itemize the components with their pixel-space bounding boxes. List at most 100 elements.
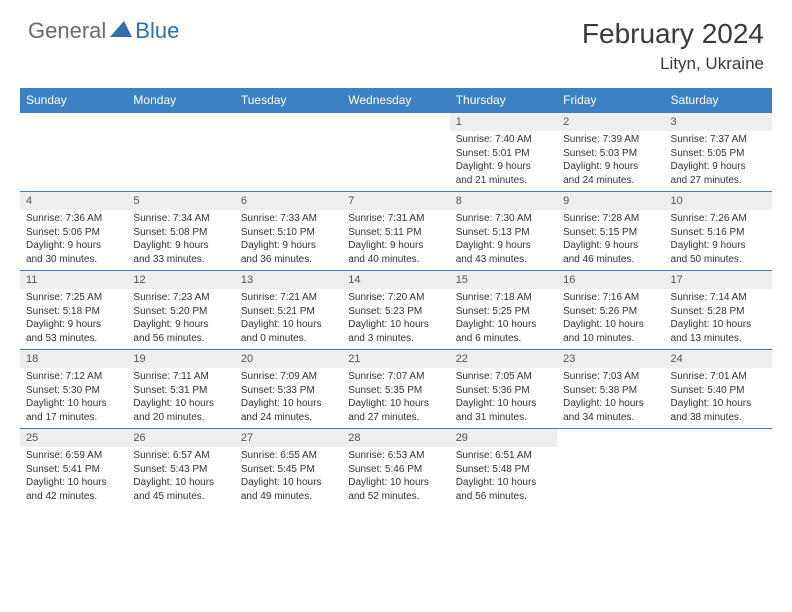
weekday-header-row: Sunday Monday Tuesday Wednesday Thursday… — [20, 88, 772, 113]
sunrise-text: Sunrise: 7:40 AM — [456, 133, 551, 147]
sunset-text: Sunset: 5:25 PM — [456, 305, 551, 319]
day-content-row: Sunrise: 7:12 AMSunset: 5:30 PMDaylight:… — [20, 368, 772, 429]
daylight-text: and 52 minutes. — [348, 490, 443, 504]
sunset-text: Sunset: 5:10 PM — [241, 226, 336, 240]
daylight-text: and 34 minutes. — [563, 411, 658, 425]
sunrise-text: Sunrise: 7:12 AM — [26, 370, 121, 384]
sunset-text: Sunset: 5:41 PM — [26, 463, 121, 477]
day-number — [665, 429, 772, 448]
sunrise-text: Sunrise: 7:18 AM — [456, 291, 551, 305]
sunrise-text: Sunrise: 7:23 AM — [133, 291, 228, 305]
daylight-text: and 6 minutes. — [456, 332, 551, 346]
daylight-text: Daylight: 10 hours — [456, 318, 551, 332]
daylight-text: Daylight: 10 hours — [348, 318, 443, 332]
day-number: 22 — [450, 350, 557, 369]
sunrise-text: Sunrise: 7:01 AM — [671, 370, 766, 384]
day-number: 10 — [665, 192, 772, 211]
sunset-text: Sunset: 5:16 PM — [671, 226, 766, 240]
sunrise-text: Sunrise: 7:21 AM — [241, 291, 336, 305]
weekday-header: Saturday — [665, 88, 772, 113]
day-number-row: 11121314151617 — [20, 271, 772, 290]
daylight-text: Daylight: 10 hours — [348, 397, 443, 411]
day-cell: Sunrise: 7:28 AMSunset: 5:15 PMDaylight:… — [557, 210, 664, 271]
daylight-text: Daylight: 10 hours — [671, 318, 766, 332]
sunset-text: Sunset: 5:48 PM — [456, 463, 551, 477]
day-number: 1 — [450, 113, 557, 132]
day-number: 23 — [557, 350, 664, 369]
day-number: 29 — [450, 429, 557, 448]
day-content-row: Sunrise: 7:25 AMSunset: 5:18 PMDaylight:… — [20, 289, 772, 350]
daylight-text: Daylight: 9 hours — [563, 160, 658, 174]
sunrise-text: Sunrise: 7:09 AM — [241, 370, 336, 384]
day-cell: Sunrise: 7:30 AMSunset: 5:13 PMDaylight:… — [450, 210, 557, 271]
day-cell: Sunrise: 7:20 AMSunset: 5:23 PMDaylight:… — [342, 289, 449, 350]
day-cell — [342, 131, 449, 192]
daylight-text: and 53 minutes. — [26, 332, 121, 346]
day-cell: Sunrise: 6:53 AMSunset: 5:46 PMDaylight:… — [342, 447, 449, 507]
daylight-text: Daylight: 9 hours — [26, 318, 121, 332]
day-cell: Sunrise: 7:07 AMSunset: 5:35 PMDaylight:… — [342, 368, 449, 429]
sunset-text: Sunset: 5:45 PM — [241, 463, 336, 477]
day-number — [127, 113, 234, 132]
day-number: 13 — [235, 271, 342, 290]
day-number: 24 — [665, 350, 772, 369]
sunset-text: Sunset: 5:18 PM — [26, 305, 121, 319]
daylight-text: Daylight: 9 hours — [133, 318, 228, 332]
sunrise-text: Sunrise: 6:59 AM — [26, 449, 121, 463]
day-number-row: 123 — [20, 113, 772, 132]
day-cell — [557, 447, 664, 507]
weekday-header: Monday — [127, 88, 234, 113]
sunset-text: Sunset: 5:30 PM — [26, 384, 121, 398]
logo: General Blue — [28, 18, 179, 44]
daylight-text: Daylight: 10 hours — [26, 397, 121, 411]
day-number — [342, 113, 449, 132]
daylight-text: and 21 minutes. — [456, 174, 551, 188]
daylight-text: and 3 minutes. — [348, 332, 443, 346]
sunset-text: Sunset: 5:33 PM — [241, 384, 336, 398]
sunrise-text: Sunrise: 7:31 AM — [348, 212, 443, 226]
weekday-header: Friday — [557, 88, 664, 113]
daylight-text: Daylight: 9 hours — [671, 239, 766, 253]
day-number-row: 45678910 — [20, 192, 772, 211]
day-number: 11 — [20, 271, 127, 290]
sunrise-text: Sunrise: 6:55 AM — [241, 449, 336, 463]
day-cell: Sunrise: 7:11 AMSunset: 5:31 PMDaylight:… — [127, 368, 234, 429]
day-cell: Sunrise: 7:26 AMSunset: 5:16 PMDaylight:… — [665, 210, 772, 271]
logo-text-blue: Blue — [135, 18, 179, 44]
day-number: 28 — [342, 429, 449, 448]
daylight-text: and 43 minutes. — [456, 253, 551, 267]
daylight-text: Daylight: 9 hours — [563, 239, 658, 253]
weekday-header: Wednesday — [342, 88, 449, 113]
day-number: 4 — [20, 192, 127, 211]
sunrise-text: Sunrise: 6:51 AM — [456, 449, 551, 463]
day-number: 26 — [127, 429, 234, 448]
day-number: 15 — [450, 271, 557, 290]
sunrise-text: Sunrise: 7:20 AM — [348, 291, 443, 305]
day-cell: Sunrise: 6:55 AMSunset: 5:45 PMDaylight:… — [235, 447, 342, 507]
daylight-text: and 24 minutes. — [563, 174, 658, 188]
daylight-text: and 0 minutes. — [241, 332, 336, 346]
daylight-text: and 27 minutes. — [671, 174, 766, 188]
daylight-text: Daylight: 10 hours — [563, 318, 658, 332]
daylight-text: and 45 minutes. — [133, 490, 228, 504]
day-number: 27 — [235, 429, 342, 448]
sunrise-text: Sunrise: 7:03 AM — [563, 370, 658, 384]
sunset-text: Sunset: 5:40 PM — [671, 384, 766, 398]
day-number: 5 — [127, 192, 234, 211]
day-cell: Sunrise: 7:18 AMSunset: 5:25 PMDaylight:… — [450, 289, 557, 350]
sunrise-text: Sunrise: 7:14 AM — [671, 291, 766, 305]
daylight-text: and 13 minutes. — [671, 332, 766, 346]
sunrise-text: Sunrise: 7:28 AM — [563, 212, 658, 226]
daylight-text: and 50 minutes. — [671, 253, 766, 267]
day-number: 2 — [557, 113, 664, 132]
day-number — [235, 113, 342, 132]
sunset-text: Sunset: 5:21 PM — [241, 305, 336, 319]
daylight-text: Daylight: 9 hours — [348, 239, 443, 253]
sunset-text: Sunset: 5:23 PM — [348, 305, 443, 319]
day-cell — [665, 447, 772, 507]
daylight-text: Daylight: 9 hours — [671, 160, 766, 174]
daylight-text: Daylight: 9 hours — [133, 239, 228, 253]
day-cell: Sunrise: 7:21 AMSunset: 5:21 PMDaylight:… — [235, 289, 342, 350]
day-cell: Sunrise: 7:36 AMSunset: 5:06 PMDaylight:… — [20, 210, 127, 271]
day-cell: Sunrise: 7:31 AMSunset: 5:11 PMDaylight:… — [342, 210, 449, 271]
